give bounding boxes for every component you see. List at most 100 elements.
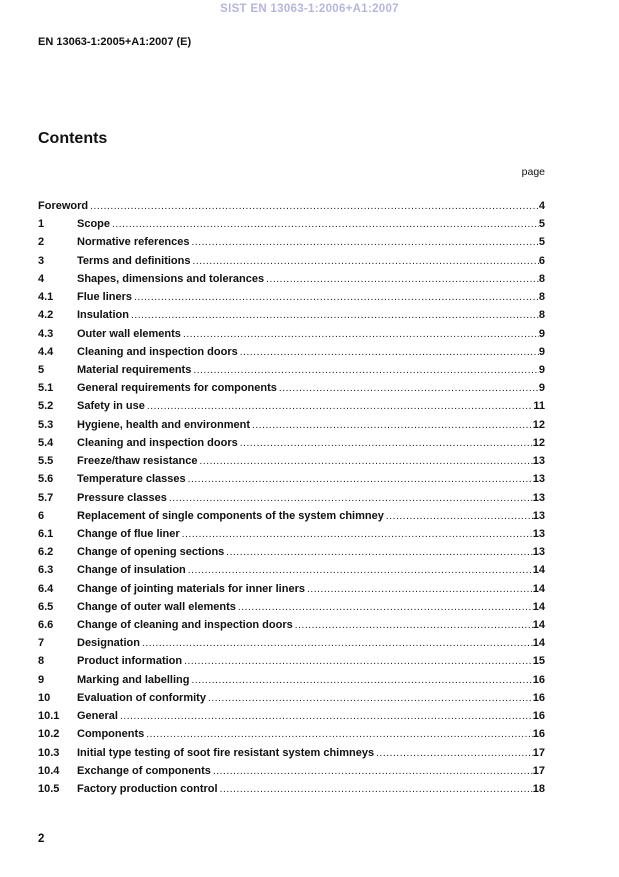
toc-entry-number: 6.2 [38, 546, 54, 559]
toc-entry-page: 9 [538, 345, 545, 358]
toc-entry: 6.4 Change of jointing materials for inn… [38, 580, 545, 598]
toc-entry: 6 Replacement of single components of th… [38, 507, 545, 525]
toc-dot-leader: ........................................… [239, 346, 539, 358]
toc-entry-number: 4 [38, 272, 45, 285]
toc-entry-title: Hygiene, health and environment [77, 418, 250, 431]
toc-entry: 10.5 Factory production control ........… [38, 780, 545, 798]
toc-entry-page: 13 [532, 509, 545, 522]
toc-entry: 4.4 Cleaning and inspection doors ......… [38, 343, 545, 361]
footer-page-number: 2 [38, 833, 45, 845]
toc-entry-page: 9 [538, 382, 545, 395]
toc-entry-title: Terms and definitions [77, 254, 191, 267]
toc-entry-number: 10.3 [38, 746, 60, 759]
toc-entry-page: 14 [532, 564, 545, 577]
toc-entry-title: Exchange of components [77, 764, 211, 777]
toc-entry-number: 1 [38, 218, 45, 231]
toc-entry-number: 10.1 [38, 710, 60, 723]
toc-entry-page: 16 [532, 728, 545, 741]
toc-entry-title: Change of cleaning and inspection doors [77, 619, 293, 632]
toc-entry-page: 8 [538, 309, 545, 322]
toc-entry-page: 6 [538, 254, 545, 267]
toc-entry-page: 8 [538, 272, 545, 285]
toc-dot-leader: ........................................… [212, 765, 533, 777]
toc-entry: 5.7 Pressure classes ...................… [38, 489, 545, 507]
toc-entry-title: Evaluation of conformity [77, 691, 206, 704]
toc-dot-leader: ........................................… [168, 492, 533, 504]
toc-entry: 4.3 Outer wall elements ................… [38, 325, 545, 343]
toc-entry-page: 12 [532, 418, 545, 431]
toc-entry-page: 9 [538, 363, 545, 376]
toc-entry-title: General requirements for components [77, 382, 277, 395]
toc-entry-number: 5 [38, 363, 45, 376]
toc-entry-page: 16 [532, 673, 545, 686]
toc-entry-page: 14 [532, 600, 545, 613]
toc-entry-number: 4.3 [38, 327, 54, 340]
toc-entry: 10.1 General ...........................… [38, 707, 545, 725]
toc-entry-page: 13 [532, 455, 545, 468]
toc-entry: 5.3 Hygiene, health and environment ....… [38, 416, 545, 434]
toc-entry-number: 4.2 [38, 309, 54, 322]
toc-entry: Foreword ...............................… [38, 197, 545, 215]
toc-dot-leader: ........................................… [141, 638, 533, 650]
toc-entry: 6.3 Change of insulation ...............… [38, 561, 545, 579]
toc-entry-title: Factory production control [77, 783, 218, 795]
toc-dot-leader: ........................................… [278, 383, 539, 395]
toc-entry-number: 6.6 [38, 619, 54, 632]
toc-entry-page: 14 [532, 637, 545, 650]
toc-entry-number: 10 [38, 691, 51, 704]
toc-entry-number: 5.6 [38, 473, 54, 486]
toc-entry-page: 17 [532, 764, 545, 777]
toc-dot-leader: ........................................… [134, 292, 539, 304]
toc-entry: 5.6 Temperature classes ................… [38, 470, 545, 488]
toc-entry-page: 13 [532, 527, 545, 540]
toc-entry-page: 15 [532, 655, 545, 668]
toc-entry-page: 13 [532, 473, 545, 486]
toc-entry-page: 18 [532, 783, 545, 795]
toc-dot-leader: ........................................… [119, 711, 533, 723]
toc-dot-leader: ........................................… [266, 273, 539, 285]
toc-entry-title: Initial type testing of soot fire resist… [77, 746, 375, 759]
toc-dot-leader: ........................................… [90, 201, 539, 212]
toc-entry-page: 5 [538, 218, 545, 231]
toc-dot-leader: ........................................… [181, 528, 533, 540]
toc-entry-title: Change of opening sections [77, 546, 225, 559]
toc-entry-number: 6.4 [38, 582, 54, 595]
toc-entry-title: Scope [77, 218, 111, 231]
toc-entry: 6.6 Change of cleaning and inspection do… [38, 616, 545, 634]
toc-dot-leader: ........................................… [193, 364, 539, 376]
toc-entry-title: General [77, 710, 118, 723]
toc-entry-page: 14 [532, 582, 545, 595]
toc-entry: 5 Material requirements ................… [38, 361, 545, 379]
toc-entry-title: Shapes, dimensions and tolerances [77, 272, 265, 285]
toc-entry: 10.4 Exchange of components ............… [38, 762, 545, 780]
toc-entry-title: Insulation [77, 309, 129, 322]
toc-entry-page: 5 [538, 236, 545, 249]
toc-entry-number: 6.3 [38, 564, 54, 577]
toc-entry-number: 6.1 [38, 527, 54, 540]
toc-entry-title: Foreword [38, 200, 89, 212]
toc-dot-leader: ........................................… [191, 674, 533, 686]
toc-entry: 3 Terms and definitions ................… [38, 252, 545, 270]
toc-dot-leader: ........................................… [376, 747, 533, 759]
toc-entry-title: Replacement of single components of the … [77, 509, 384, 522]
toc-entry-number: 6.5 [38, 600, 54, 613]
toc-entry: 4.1 Flue liners ........................… [38, 288, 545, 306]
toc-entry: 10.3 Initial type testing of soot fire r… [38, 744, 545, 762]
toc-entry-number: 9 [38, 673, 45, 686]
toc-entry-page: 14 [532, 619, 545, 632]
toc-entry-number: 4.1 [38, 291, 54, 304]
toc-entry-title: Product information [77, 655, 183, 668]
toc-entry: 5.2 Safety in use ......................… [38, 397, 545, 415]
toc-entry-page: 13 [532, 546, 545, 559]
toc-entry: 4 Shapes, dimensions and tolerances ....… [38, 270, 545, 288]
toc-dot-leader: ........................................… [237, 601, 533, 613]
toc-entry-title: Change of flue liner [77, 527, 180, 540]
toc-entry-title: Pressure classes [77, 491, 167, 504]
toc-entry-number: 8 [38, 655, 45, 668]
toc-dot-leader: ........................................… [187, 565, 533, 577]
toc-dot-leader: ........................................… [184, 656, 533, 668]
toc-dot-leader: ........................................… [182, 328, 539, 340]
toc-entry: 1 Scope ................................… [38, 215, 545, 233]
toc-entry-page: 11 [533, 400, 545, 413]
